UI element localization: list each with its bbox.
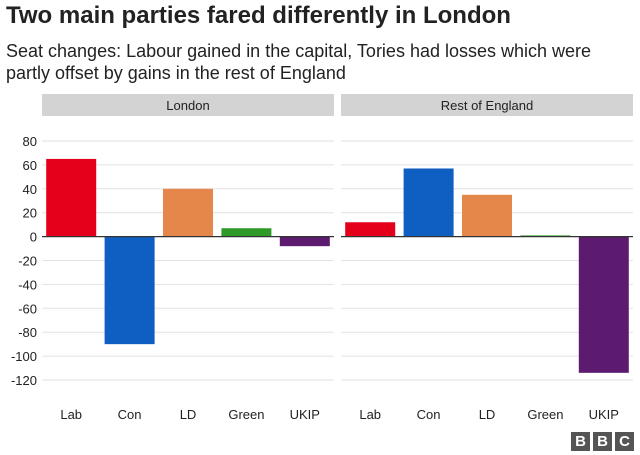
x-tick-label: Green xyxy=(527,407,563,422)
bar-ld xyxy=(163,188,213,237)
x-tick-label: LD xyxy=(479,407,496,422)
bar-ukip xyxy=(279,236,330,247)
x-tick-label: LD xyxy=(180,407,197,422)
y-tick-label: -20 xyxy=(18,254,37,269)
x-tick-label: Green xyxy=(228,407,264,422)
x-tick-label: Lab xyxy=(359,407,381,422)
y-tick-label: -60 xyxy=(18,301,37,316)
y-tick-label: -80 xyxy=(18,325,37,340)
y-tick-label: -120 xyxy=(11,373,37,388)
chart-title: Two main parties fared differently in Lo… xyxy=(6,2,511,29)
bbc-logo-letter: C xyxy=(615,432,634,451)
y-tick-label: 0 xyxy=(30,230,37,245)
chart-subtitle: Seat changes: Labour gained in the capit… xyxy=(6,41,592,83)
y-tick-label: -40 xyxy=(18,277,37,292)
bbc-logo: B B C xyxy=(571,432,634,451)
y-tick-label: 20 xyxy=(23,206,37,221)
panel-header-label: London xyxy=(166,98,209,113)
bbc-logo-letter: B xyxy=(593,432,612,451)
y-tick-label: 40 xyxy=(23,182,37,197)
panel-header xyxy=(341,94,633,116)
x-tick-label: UKIP xyxy=(589,407,619,422)
bar-lab xyxy=(345,222,396,237)
x-tick-label: UKIP xyxy=(290,407,320,422)
bar-lab xyxy=(46,158,97,237)
panel-header-label: Rest of England xyxy=(441,98,534,113)
x-tick-label: Con xyxy=(417,407,441,422)
panel-header xyxy=(42,94,334,116)
bbc-logo-letter: B xyxy=(571,432,590,451)
bar-green xyxy=(221,228,272,237)
x-tick-label: Lab xyxy=(60,407,82,422)
bar-con xyxy=(403,168,454,237)
y-tick-label: 60 xyxy=(23,158,37,173)
x-tick-label: Con xyxy=(118,407,142,422)
bar-ld xyxy=(462,194,512,237)
y-tick-label: 80 xyxy=(23,134,37,149)
bar-con xyxy=(104,236,155,345)
y-tick-label: -100 xyxy=(11,349,37,364)
bar-ukip xyxy=(578,236,629,373)
